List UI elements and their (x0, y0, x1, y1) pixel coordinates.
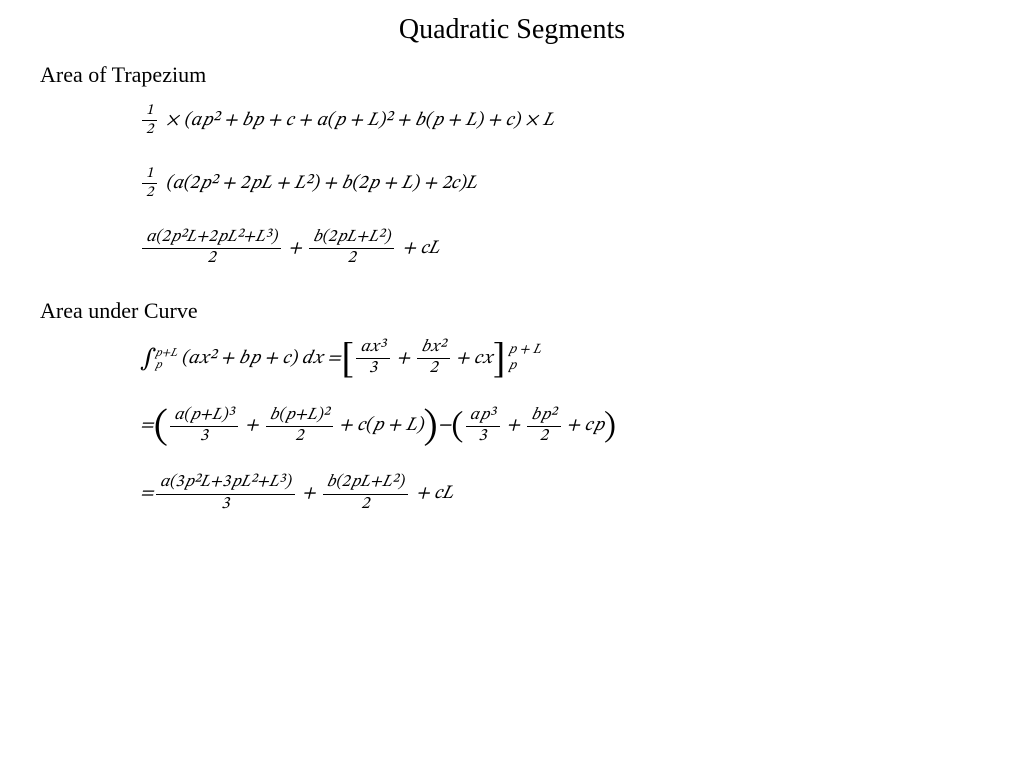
equation-5: = ( 𝑎(𝑝+𝐿)³ 3 + 𝑏(𝑝+𝐿)² 2 + 𝑐(𝑝 + 𝐿) ) −… (0, 406, 1024, 448)
equation-6: = 𝑎(3𝑝²𝐿+3𝑝𝐿²+𝐿³) 3 + 𝑏(2𝑝𝐿+𝐿²) 2 + 𝑐𝐿 (0, 473, 1024, 515)
page-title: Quadratic Segments (0, 0, 1024, 56)
equation-2: 1 2 (𝑎(2𝑝² + 2𝑝𝐿 + 𝐿²) + 𝑏(2𝑝 + 𝐿) + 2𝑐)… (0, 165, 1024, 202)
equation-4: ∫ 𝑝+𝐿 𝑝 (𝑎𝑥² + 𝑏𝑝 + 𝑐) 𝑑𝑥 = [ 𝑎𝑥³ 3 + 𝑏𝑥… (0, 338, 1024, 380)
equation-1: 1 2 × (𝑎𝑝² + 𝑏𝑝 + 𝑐 + 𝑎(𝑝 + 𝐿)² + 𝑏(𝑝 + … (0, 102, 1024, 139)
equation-3: 𝑎(2𝑝²𝐿+2𝑝𝐿²+𝐿³) 2 + 𝑏(2𝑝𝐿+𝐿²) 2 + 𝑐𝐿 (0, 228, 1024, 270)
section-trapezium: Area of Trapezium (0, 62, 1024, 88)
section-curve: Area under Curve (0, 298, 1024, 324)
